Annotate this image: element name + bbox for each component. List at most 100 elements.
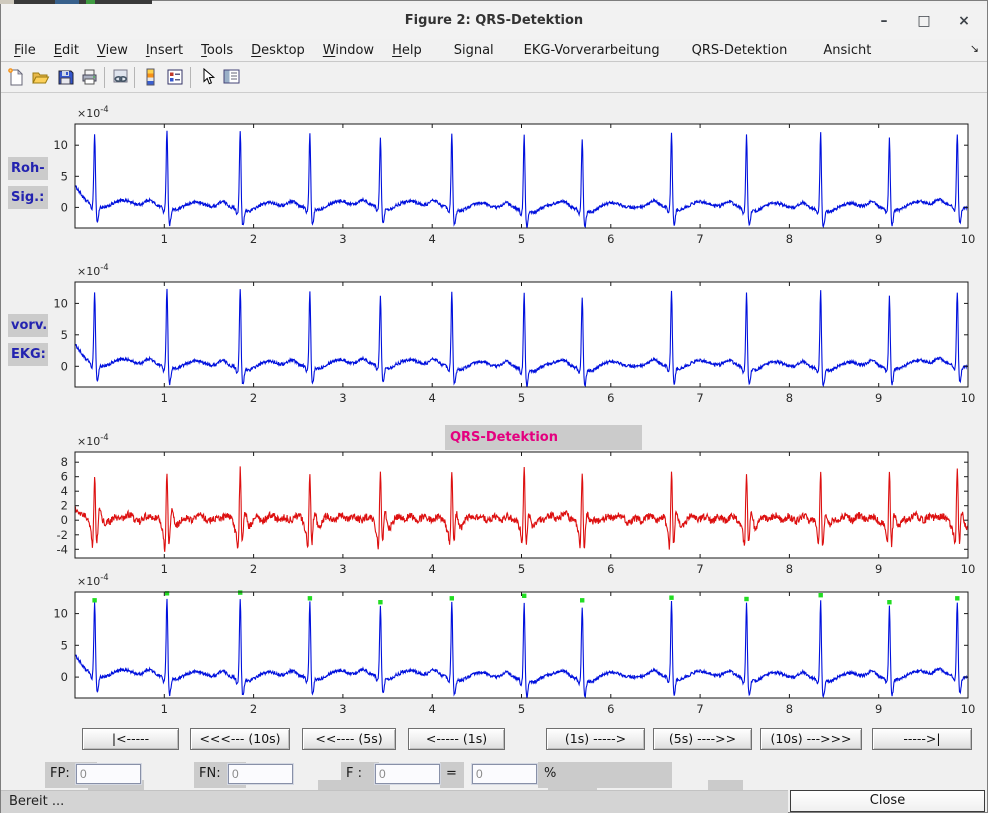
open-folder-icon[interactable]: [31, 67, 51, 87]
maximize-button[interactable]: □: [917, 13, 931, 29]
nav-forward-10s-button[interactable]: (10s) --->>>: [760, 728, 862, 750]
fp-label: FP:: [50, 766, 70, 781]
svg-text:×10-4: ×10-4: [77, 433, 109, 448]
svg-text:0: 0: [61, 670, 68, 684]
svg-text:7: 7: [696, 702, 703, 716]
raw-signal-label-line1: Roh-: [8, 157, 48, 180]
plot-svg-3: 1 2 3 4 5 6 7 8 9 10 0 5 10 ×10-4: [53, 573, 975, 716]
svg-text:6: 6: [61, 470, 68, 484]
svg-text:7: 7: [696, 562, 703, 576]
nav-forward-5s-button[interactable]: (5s) ---->>: [653, 728, 752, 750]
svg-text:1: 1: [161, 232, 168, 246]
f-input[interactable]: [375, 764, 440, 784]
svg-text:2: 2: [250, 562, 257, 576]
svg-text:8: 8: [61, 455, 68, 469]
save-icon[interactable]: [56, 67, 76, 87]
qrs-detection-title-box: QRS-Detektion: [445, 425, 642, 450]
svg-text:2: 2: [250, 702, 257, 716]
svg-text:4: 4: [429, 391, 436, 405]
link-plot-icon[interactable]: [111, 67, 131, 87]
svg-text:9: 9: [875, 232, 882, 246]
nav-to-end-button[interactable]: ----->|: [872, 728, 972, 750]
nav-back-5s-button[interactable]: <<---- (5s): [302, 728, 396, 750]
svg-text:0: 0: [61, 513, 68, 527]
preprocessed-label-line2: EKG:: [8, 343, 48, 366]
menu-insert[interactable]: Insert: [145, 42, 184, 58]
print-icon[interactable]: [80, 67, 100, 87]
close-window-button[interactable]: ×: [958, 13, 970, 29]
menu-bar: File Edit View Insert Tools Desktop Wind…: [1, 39, 987, 62]
menu-help[interactable]: Help: [392, 42, 422, 58]
fn-label: FN:: [199, 766, 221, 781]
svg-text:×10-4: ×10-4: [77, 263, 109, 278]
panel-tab: [708, 780, 743, 792]
plot-qrs-detection[interactable]: 1 2 3 4 5 6 7 8 9 10 -4 -2 0 2 4 6 8 ×10-4: [40, 430, 988, 580]
svg-text:5: 5: [518, 232, 525, 246]
svg-text:-4: -4: [57, 542, 68, 556]
plot-ecg-detections[interactable]: 1 2 3 4 5 6 7 8 9 10 0 5 10 ×10-4: [40, 570, 988, 720]
toolbar-separator: [190, 67, 191, 88]
svg-text:5: 5: [61, 169, 68, 183]
pointer-icon[interactable]: [198, 67, 218, 87]
svg-text:×10-4: ×10-4: [77, 573, 109, 588]
menu-signal[interactable]: Signal: [453, 42, 494, 58]
plot-raw-ecg[interactable]: 1 2 3 4 5 6 7 8 9 10 0 5 10 ×10-4: [40, 102, 988, 250]
nav-to-start-button[interactable]: |<-----: [82, 728, 179, 750]
svg-text:2: 2: [61, 499, 68, 513]
svg-text:10: 10: [961, 562, 976, 576]
svg-text:7: 7: [696, 391, 703, 405]
new-document-icon[interactable]: [6, 67, 26, 87]
svg-text:1: 1: [161, 391, 168, 405]
toolbar-separator: [104, 67, 105, 88]
svg-text:0: 0: [61, 359, 68, 373]
menu-file[interactable]: File: [14, 42, 36, 58]
panel-tab: [318, 780, 390, 792]
nav-back-1s-button[interactable]: <----- (1s): [408, 728, 505, 750]
menu-view[interactable]: View: [96, 42, 128, 58]
svg-text:9: 9: [875, 391, 882, 405]
menu-qrs-detektion[interactable]: QRS-Detektion: [691, 42, 788, 58]
svg-text:5: 5: [518, 562, 525, 576]
close-button[interactable]: Close: [790, 790, 985, 812]
menu-tools[interactable]: Tools: [201, 42, 234, 58]
svg-text:5: 5: [61, 638, 68, 652]
menu-ansicht[interactable]: Ansicht: [823, 42, 872, 58]
svg-text:10: 10: [53, 138, 68, 152]
panel-tab: [548, 780, 597, 792]
qrs-detection-title: QRS-Detektion: [450, 430, 558, 445]
minimize-button[interactable]: –: [880, 13, 888, 29]
menu-edit[interactable]: Edit: [53, 42, 79, 58]
toolbar: [1, 63, 987, 93]
fp-input[interactable]: [76, 764, 141, 784]
menu-overflow-icon[interactable]: ↘: [969, 42, 979, 55]
plot-preprocessed-ecg[interactable]: 1 2 3 4 5 6 7 8 9 10 0 5 10 ×10-4: [40, 260, 988, 409]
svg-text:3: 3: [339, 391, 346, 405]
menu-desktop[interactable]: Desktop: [251, 42, 305, 58]
svg-text:6: 6: [607, 232, 614, 246]
svg-text:8: 8: [786, 702, 793, 716]
svg-text:8: 8: [786, 232, 793, 246]
insert-legend-icon[interactable]: [165, 67, 185, 87]
svg-text:2: 2: [250, 232, 257, 246]
nav-back-10s-button[interactable]: <<<--- (10s): [190, 728, 290, 750]
f-percent-input[interactable]: [472, 764, 537, 784]
nav-forward-1s-button[interactable]: (1s) ----->: [546, 728, 645, 750]
colorbar-icon[interactable]: [141, 67, 161, 87]
f-label: F :: [346, 766, 362, 781]
svg-text:×10-4: ×10-4: [77, 105, 109, 120]
property-editor-icon[interactable]: [222, 67, 242, 87]
svg-text:8: 8: [786, 391, 793, 405]
svg-text:8: 8: [786, 562, 793, 576]
plot-svg-1: 1 2 3 4 5 6 7 8 9 10 0 5 10 ×10-4: [53, 263, 976, 405]
menu-window[interactable]: Window: [322, 42, 375, 58]
svg-text:1: 1: [161, 562, 168, 576]
equals-panel: [440, 762, 464, 788]
svg-text:10: 10: [961, 391, 976, 405]
svg-text:3: 3: [339, 562, 346, 576]
svg-text:-2: -2: [57, 528, 68, 542]
svg-text:2: 2: [250, 391, 257, 405]
fn-input[interactable]: [228, 764, 293, 784]
menu-ekg-vorverarbeitung[interactable]: EKG-Vorverarbeitung: [523, 42, 660, 58]
